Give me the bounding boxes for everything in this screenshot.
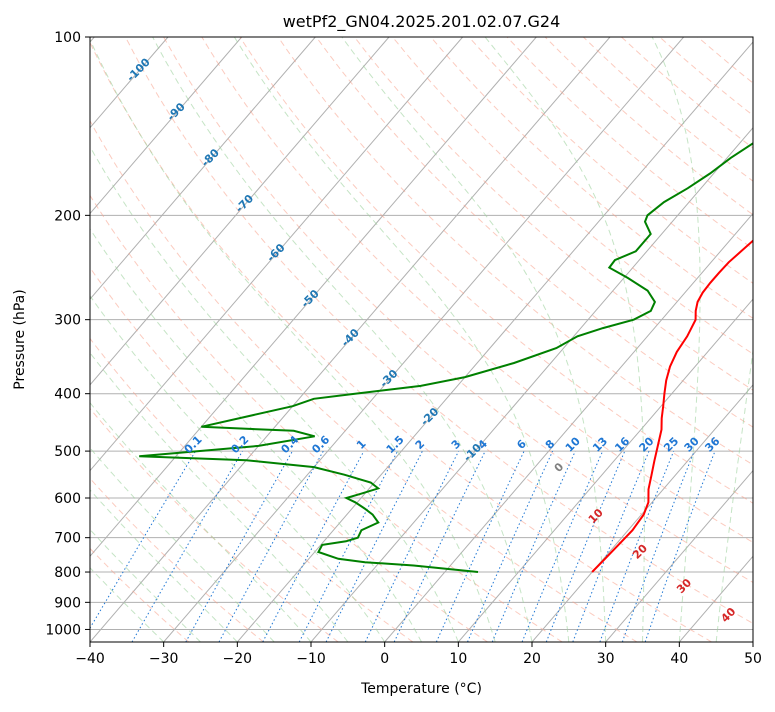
series-line-temperature [592, 37, 775, 572]
moist-adiabat-line [0, 32, 385, 642]
dry-adiabat-line [0, 35, 488, 642]
mixing-ratio-line [622, 451, 694, 642]
x-tick-label: 40 [670, 651, 688, 667]
y-tick-label: 800 [54, 565, 81, 581]
y-tick-label: 1000 [45, 622, 81, 638]
y-tick-label: 900 [54, 595, 81, 611]
moist-adiabat-line [231, 32, 569, 642]
moist-adiabat-line [0, 32, 311, 642]
mixing-ratio-label: 0.2 [228, 433, 251, 456]
x-tick-label: 0 [380, 651, 389, 667]
moist-adiabat-line [36, 32, 459, 642]
x-tick-label: 20 [523, 651, 541, 667]
plot-frame [90, 37, 753, 642]
mixing-ratio-label: 0.4 [278, 433, 301, 456]
y-axis-label: Pressure (hPa) [12, 289, 28, 389]
y-tick-label: 500 [54, 444, 81, 460]
mixing-ratio-label: 8 [543, 437, 558, 452]
isotherm-line [753, 37, 775, 642]
moist-adiabat-line [0, 32, 201, 642]
dry-adiabat-line [391, 35, 775, 642]
y-tick-label: 400 [54, 387, 81, 403]
y-tick-label: 600 [54, 491, 81, 507]
x-tick-label: −30 [149, 651, 179, 667]
isotherm-line [458, 37, 775, 642]
mixing-ratio-label: 13 [590, 435, 610, 455]
mixing-ratio-line [186, 451, 293, 642]
sounding-series [139, 37, 775, 572]
isotherm-line [0, 37, 315, 642]
x-tick-label: −40 [75, 651, 105, 667]
isotherm-line [679, 37, 775, 642]
chart-title: wetPf2_GN04.2025.201.02.07.G24 [283, 12, 561, 32]
mixing-ratio-label: 1.5 [384, 433, 407, 456]
mixing-ratio-label: 25 [661, 435, 681, 455]
background-lines [0, 32, 775, 642]
dry-adiabat-line [429, 35, 775, 642]
dry-adiabat-label: 20 [630, 542, 650, 562]
dry-adiabat-line [696, 35, 775, 642]
series-line-dewpoint [139, 37, 775, 572]
y-tick-label: 100 [54, 30, 81, 46]
isotherm-line [0, 37, 389, 642]
moist-adiabat-line [481, 32, 645, 642]
x-tick-label: 50 [744, 651, 762, 667]
isotherm-line [237, 37, 757, 642]
mixing-ratio-label: 3 [449, 437, 464, 452]
x-tick-label: 10 [449, 651, 467, 667]
dry-adiabat-line [0, 35, 338, 642]
x-tick-label: 30 [597, 651, 615, 667]
isotherm-line [532, 37, 775, 642]
mixing-ratio-line [492, 451, 575, 642]
dry-adiabat-label: 30 [674, 576, 694, 596]
dry-adiabat-line [0, 35, 264, 642]
dry-adiabat-line [544, 35, 775, 642]
isotherm-line [0, 37, 242, 642]
mixing-ratio-line [132, 451, 243, 642]
mixing-ratio-line [299, 451, 397, 642]
mixing-ratio-label: 2 [413, 437, 428, 452]
dry-adiabat-label: 10 [586, 506, 606, 526]
dry-adiabat-line [10, 35, 562, 642]
dry-adiabat-line [353, 35, 775, 642]
moist-adiabat-line [86, 32, 495, 642]
moist-adiabat-line [0, 32, 237, 642]
mixing-ratio-line [394, 451, 485, 642]
y-tick-label: 200 [54, 208, 81, 224]
isotherm-line [385, 37, 775, 642]
moist-adiabat-line [650, 32, 701, 642]
y-tick-label: 300 [54, 313, 81, 329]
dry-adiabat-label: 40 [718, 605, 738, 625]
x-axis-label: Temperature (°C) [360, 681, 482, 697]
dry-adiabat-line [468, 35, 775, 642]
isotherm-line [0, 37, 463, 642]
y-tick-label: 700 [54, 531, 81, 547]
dry-adiabat-line [658, 35, 775, 642]
isotherm-line [164, 37, 684, 642]
moist-adiabat-line [716, 32, 775, 642]
dry-adiabat-line [87, 35, 712, 642]
moist-adiabat-line [0, 32, 274, 642]
x-tick-label: −20 [223, 651, 253, 667]
dry-adiabat-line [315, 35, 775, 642]
moist-adiabat-line [338, 32, 606, 642]
dry-adiabat-line [201, 35, 775, 642]
mixing-ratio-line [365, 451, 458, 642]
isotherm-line [16, 37, 536, 642]
mixing-ratio-line [219, 451, 323, 642]
dry-adiabat-label: 0 [552, 460, 567, 475]
x-tick-label: −10 [296, 651, 326, 667]
